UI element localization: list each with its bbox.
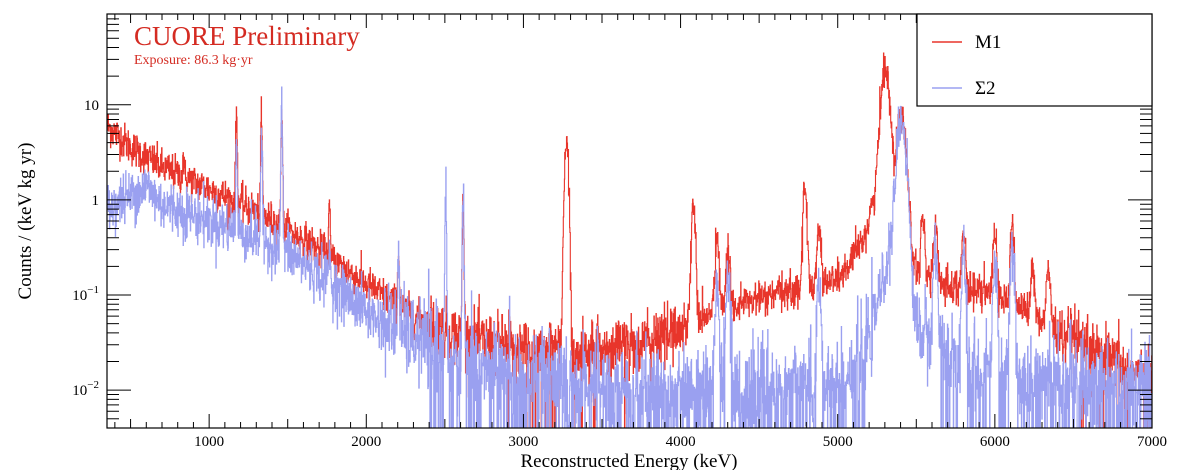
legend-label-sigma2: Σ2 — [975, 78, 996, 99]
legend: M1 Σ2 — [916, 13, 1153, 107]
legend-label-m1: M1 — [975, 32, 1001, 53]
x-tick-label: 2000 — [351, 434, 381, 450]
y-axis-label: Counts / (keV kg yr) — [15, 143, 36, 300]
x-tick-label: 5000 — [823, 434, 853, 450]
y-tick-label: 10−2 — [72, 379, 99, 399]
y-tick-label: 1 — [92, 193, 100, 209]
x-tick-label: 4000 — [666, 434, 696, 450]
x-tick-label: 3000 — [508, 434, 538, 450]
x-axis-label: Reconstructed Energy (keV) — [520, 451, 737, 470]
x-tick-label: 6000 — [980, 434, 1010, 450]
y-tick-label: 10 — [84, 98, 99, 114]
series-layer — [107, 52, 1152, 428]
legend-box — [916, 13, 1153, 107]
axis-tick-labels: 1000 2000 3000 4000 5000 6000 7000 10−2 10−1 1 10 — [72, 98, 1167, 450]
y-tick-label: 10−1 — [72, 284, 99, 304]
x-tick-label: 7000 — [1137, 434, 1167, 450]
chart-subtitle: Exposure: 86.3 kg·yr — [134, 53, 253, 68]
chart-title: CUORE Preliminary — [134, 21, 360, 51]
x-tick-label: 1000 — [194, 434, 224, 450]
series-line-sigma2 — [107, 86, 1152, 428]
